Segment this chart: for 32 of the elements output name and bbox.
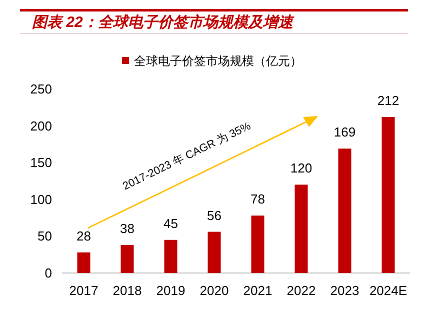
y-tick-label: 0: [44, 266, 52, 280]
bar: [164, 240, 178, 273]
bar: [294, 184, 308, 273]
data-label: 78: [250, 192, 265, 207]
data-label: 56: [207, 208, 222, 223]
y-tick-label: 50: [38, 228, 52, 244]
y-tick-label: 200: [30, 118, 52, 134]
data-label: 212: [377, 92, 400, 108]
data-label: 45: [164, 216, 178, 231]
chart-title: 图表 22：全球电子价签市场规模及增速: [32, 13, 295, 31]
bar: [251, 216, 264, 273]
bar: [382, 116, 395, 273]
data-label: 38: [120, 221, 134, 236]
x-tick-label: 2023: [330, 283, 360, 298]
data-label: 28: [76, 228, 91, 244]
x-tick-label: 2022: [286, 283, 316, 298]
x-tick-label: 2019: [156, 283, 186, 298]
bar: [77, 252, 90, 273]
bar: [208, 232, 221, 273]
legend-label: 全球电子价签市场规模（亿元）: [134, 54, 302, 68]
y-tick-label: 250: [30, 82, 52, 96]
x-tick-label: 2024E: [369, 283, 408, 298]
data-label: 120: [290, 160, 312, 176]
y-tick-label: 150: [30, 155, 52, 170]
y-tick-label: 100: [30, 192, 52, 207]
bar: [338, 148, 352, 273]
bar: [120, 245, 134, 273]
data-label: 169: [334, 124, 356, 140]
x-tick-label: 2018: [112, 283, 142, 298]
x-tick-label: 2021: [243, 283, 272, 298]
x-tick-label: 2017: [69, 283, 98, 298]
x-tick-label: 2020: [200, 283, 229, 298]
